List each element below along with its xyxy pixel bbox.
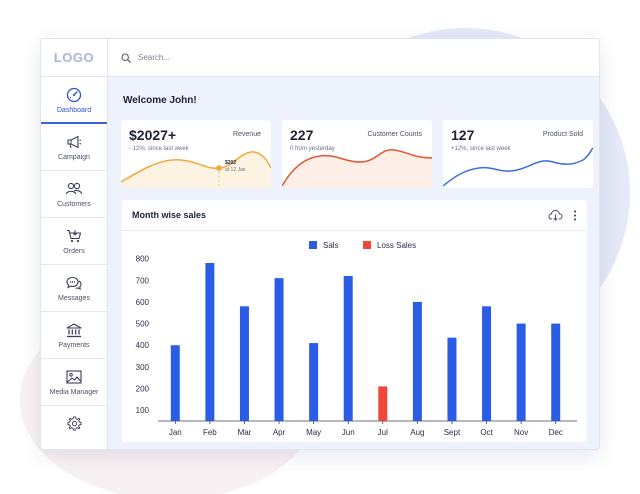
sidebar: Dashboard Campaign: [41, 77, 108, 449]
bar: [516, 323, 526, 421]
x-tick-label: Feb: [203, 428, 217, 437]
dashboard-window: LOGO Dashboard: [40, 38, 600, 450]
legend-swatch: [363, 241, 371, 249]
legend-label: Sals: [323, 241, 339, 250]
sidebar-item-label: Dashboard: [56, 106, 92, 114]
card-subtext: - 12%, since last week: [129, 146, 189, 152]
y-tick-label: 300: [136, 363, 150, 372]
y-tick-label: 800: [136, 255, 150, 264]
logo[interactable]: LOGO: [41, 39, 108, 77]
bar: [551, 323, 561, 421]
search-input[interactable]: [138, 53, 338, 62]
legend-label: Loss Sales: [377, 241, 416, 250]
gauge-icon: [66, 86, 82, 104]
sidebar-item-campaign[interactable]: Campaign: [41, 124, 107, 171]
chart-actions: [548, 208, 577, 226]
card-label: Revenue: [232, 131, 261, 138]
legend-swatch: [309, 241, 317, 249]
y-tick-label: 500: [136, 320, 150, 329]
sidebar-item-label: Orders: [63, 248, 85, 255]
card-value: 227: [290, 127, 314, 143]
bar: [170, 345, 180, 421]
y-tick-label: 600: [136, 298, 150, 307]
card-subtext: +12%, since last week: [451, 146, 511, 152]
users-icon: [65, 180, 83, 198]
bar: [239, 306, 249, 421]
sidebar-item-orders[interactable]: Orders: [41, 218, 107, 265]
card-value: 127: [451, 127, 475, 143]
search-icon: [121, 52, 131, 63]
sidebar-item-payments[interactable]: Payments: [41, 312, 107, 359]
sidebar-item-messages[interactable]: Messages: [41, 265, 107, 312]
x-tick-label: Oct: [480, 428, 493, 437]
more-vertical-icon[interactable]: [573, 208, 577, 226]
cart-icon: [66, 227, 82, 245]
card-value: $2027+: [129, 127, 177, 143]
image-icon: [66, 368, 82, 386]
tooltip-value: $202: [225, 160, 237, 166]
card-label: Product Sold: [542, 131, 583, 138]
top-bar: [108, 39, 599, 77]
sales-bar-chart: Sals Loss Sales 100 200 300 400 500 600 700 800 Ja…: [136, 241, 577, 437]
tooltip-date: at 12 Jan: [225, 167, 246, 173]
bar: [205, 262, 215, 421]
sidebar-item-label: Campaign: [58, 154, 90, 161]
bar: [412, 301, 422, 421]
sidebar-item-settings[interactable]: [41, 406, 107, 446]
chat-icon: [66, 274, 82, 292]
gear-icon: [66, 416, 82, 436]
revenue-sparkline: [121, 151, 271, 188]
chart-title: Month wise sales: [132, 210, 207, 220]
x-tick-label: Apr: [273, 428, 286, 437]
x-tick-label: Jan: [169, 428, 182, 437]
bar: [309, 343, 319, 421]
card-subtext: 0 from yesterday: [290, 146, 335, 152]
y-tick-label: 200: [136, 385, 150, 394]
x-tick-label: May: [306, 428, 321, 437]
customer-counts-sparkline: [282, 149, 432, 188]
bank-icon: [66, 321, 82, 339]
y-tick-label: 700: [136, 276, 150, 285]
cloud-download-icon[interactable]: [548, 208, 563, 226]
card-label: Customer Counts: [367, 131, 422, 138]
megaphone-icon: [66, 133, 82, 151]
bar: [343, 275, 353, 421]
x-tick-label: Sept: [444, 428, 461, 437]
x-tick-label: Dec: [549, 428, 563, 437]
bar: [274, 278, 284, 421]
x-tick-label: Jul: [378, 428, 388, 437]
sidebar-item-media-manager[interactable]: Media Manager: [41, 359, 107, 406]
sidebar-item-label: Media Manager: [49, 389, 99, 396]
bar: [378, 386, 388, 421]
x-tick-label: Jun: [342, 428, 355, 437]
sidebar-item-label: Payments: [58, 342, 90, 349]
sidebar-item-label: Customers: [57, 201, 91, 208]
product-sold-card[interactable]: 127 Product Sold +12%, since last week: [443, 120, 593, 188]
bar: [447, 337, 457, 421]
bar: [482, 306, 492, 421]
sidebar-item-label: Messages: [58, 295, 90, 302]
welcome-heading: Welcome John!: [123, 95, 197, 106]
month-wise-sales-panel: Month wise sales Sals Loss Sales 100 200 300…: [122, 200, 587, 442]
chart-divider: [122, 230, 587, 231]
product-sold-sparkline: [443, 147, 593, 187]
sidebar-item-customers[interactable]: Customers: [41, 171, 107, 218]
sidebar-item-dashboard[interactable]: Dashboard: [41, 77, 107, 124]
y-tick-label: 400: [136, 341, 150, 350]
revenue-card[interactable]: $2027+ Revenue - 12%, since last week $2…: [121, 120, 271, 188]
x-tick-label: Mar: [238, 428, 252, 437]
y-tick-label: 100: [136, 406, 150, 415]
customer-counts-card[interactable]: 227 Customer Counts 0 from yesterday: [282, 120, 432, 188]
x-tick-label: Aug: [410, 428, 424, 437]
x-tick-label: Nov: [514, 428, 528, 437]
